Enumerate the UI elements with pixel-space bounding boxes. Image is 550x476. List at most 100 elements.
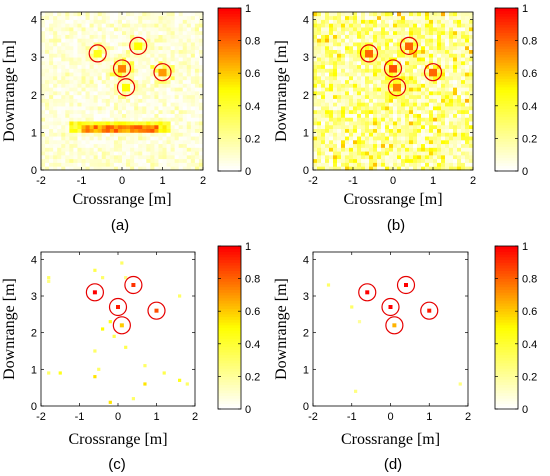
heatmap-cell [49, 113, 54, 118]
heatmap-cell [138, 83, 143, 88]
heatmap-cell [138, 132, 143, 137]
heatmap-cell [457, 128, 462, 133]
heatmap-cell [45, 94, 50, 99]
heatmap-cell [457, 83, 462, 88]
heatmap-cell [117, 19, 123, 24]
heatmap-cell [170, 15, 176, 20]
heatmap-cell [465, 12, 470, 17]
heatmap-cell [117, 57, 123, 62]
heatmap-cell [345, 34, 350, 39]
heatmap-cell [198, 83, 204, 88]
heatmap-cell [134, 45, 139, 51]
colorbar-swatch [218, 56, 241, 61]
heatmap-cell [361, 139, 366, 145]
heatmap-cell [349, 60, 354, 66]
heatmap-cell [170, 94, 176, 99]
x-axis-label: Crossrange [m] [341, 431, 440, 448]
heatmap-cell [45, 109, 50, 114]
heatmap-cell [198, 53, 204, 58]
heatmap-cell [150, 102, 155, 107]
colorbar-swatch [495, 100, 518, 104]
heatmap-cell [93, 12, 99, 17]
heatmap-cell [89, 102, 95, 107]
heatmap-cell [389, 75, 394, 81]
heatmap-cell [77, 30, 82, 35]
heatmap-cell [182, 106, 188, 111]
heatmap-cell [166, 162, 171, 167]
colorbar-swatch [218, 165, 241, 169]
heatmap-cell [73, 94, 78, 99]
heatmap-cell [154, 94, 159, 99]
colorbar-swatch [218, 403, 241, 407]
heatmap-cell [409, 128, 414, 133]
heatmap-cell [369, 27, 374, 32]
heatmap-cell [377, 109, 382, 114]
heatmap-cell [457, 87, 462, 92]
heatmap-cell [134, 102, 139, 107]
x-tick-label: -2 [308, 411, 318, 423]
heatmap-cell [469, 27, 474, 32]
heatmap-cell [85, 102, 90, 107]
heatmap-cell [329, 34, 334, 39]
heatmap-cell [65, 53, 70, 58]
heatmap-cell [198, 113, 204, 118]
heatmap-cell [321, 23, 326, 28]
heatmap-cell [429, 102, 434, 107]
colorbar-swatch [495, 294, 518, 299]
heatmap-cell [345, 94, 350, 99]
heatmap-cell [361, 98, 366, 103]
colorbar-swatch [218, 24, 241, 28]
heatmap-cell [317, 151, 322, 156]
heatmap-cell [166, 42, 171, 47]
colorbar-swatch [218, 70, 241, 74]
heatmap-cell [393, 34, 398, 39]
heatmap-cell [162, 106, 167, 111]
heatmap-cell [65, 128, 70, 133]
heatmap-cell [317, 57, 322, 62]
heatmap-cell [389, 136, 394, 141]
target-circle-icon [420, 301, 439, 320]
heatmap-cell [345, 91, 350, 96]
heatmap-cell [134, 83, 139, 88]
heatmap-cell [313, 34, 318, 39]
heatmap-cell [321, 113, 326, 118]
heatmap-cell [81, 12, 86, 17]
heatmap-cell [162, 49, 167, 54]
heatmap-cell [81, 106, 86, 111]
heatmap-cell [433, 121, 438, 126]
heatmap-cell [53, 143, 58, 148]
heatmap-cell [170, 128, 176, 133]
heatmap-cell [409, 42, 414, 47]
heatmap-cell [433, 53, 438, 58]
heatmap-cell [445, 151, 450, 156]
heatmap-cell [138, 72, 143, 77]
heatmap-cell [146, 19, 151, 24]
heatmap-cell [154, 132, 159, 137]
heatmap-cell [174, 19, 180, 24]
heatmap-cell [53, 94, 58, 99]
heatmap-cell [198, 102, 204, 107]
heatmap-cell [113, 143, 119, 148]
heatmap-cell [174, 72, 180, 77]
heatmap-cell [150, 83, 155, 88]
heatmap-cell [126, 162, 131, 167]
heatmap-cell [122, 42, 127, 47]
heatmap-cell [190, 60, 196, 66]
heatmap-cell [49, 106, 54, 111]
heatmap-cell [325, 132, 330, 137]
scatter-point [93, 349, 97, 353]
heatmap-cell [146, 98, 151, 103]
heatmap-cell [469, 98, 474, 103]
heatmap-cell [73, 124, 78, 130]
heatmap-cell [85, 12, 90, 17]
heatmap-cell [357, 117, 362, 122]
colorbar-swatch [218, 259, 241, 263]
heatmap-cell [162, 83, 167, 88]
heatmap-cell [381, 72, 386, 77]
heatmap-cell [81, 136, 86, 141]
heatmap-cell [154, 128, 159, 133]
heatmap-cell [109, 106, 115, 111]
heatmap-cell [77, 128, 82, 133]
heatmap-cell [381, 83, 386, 88]
